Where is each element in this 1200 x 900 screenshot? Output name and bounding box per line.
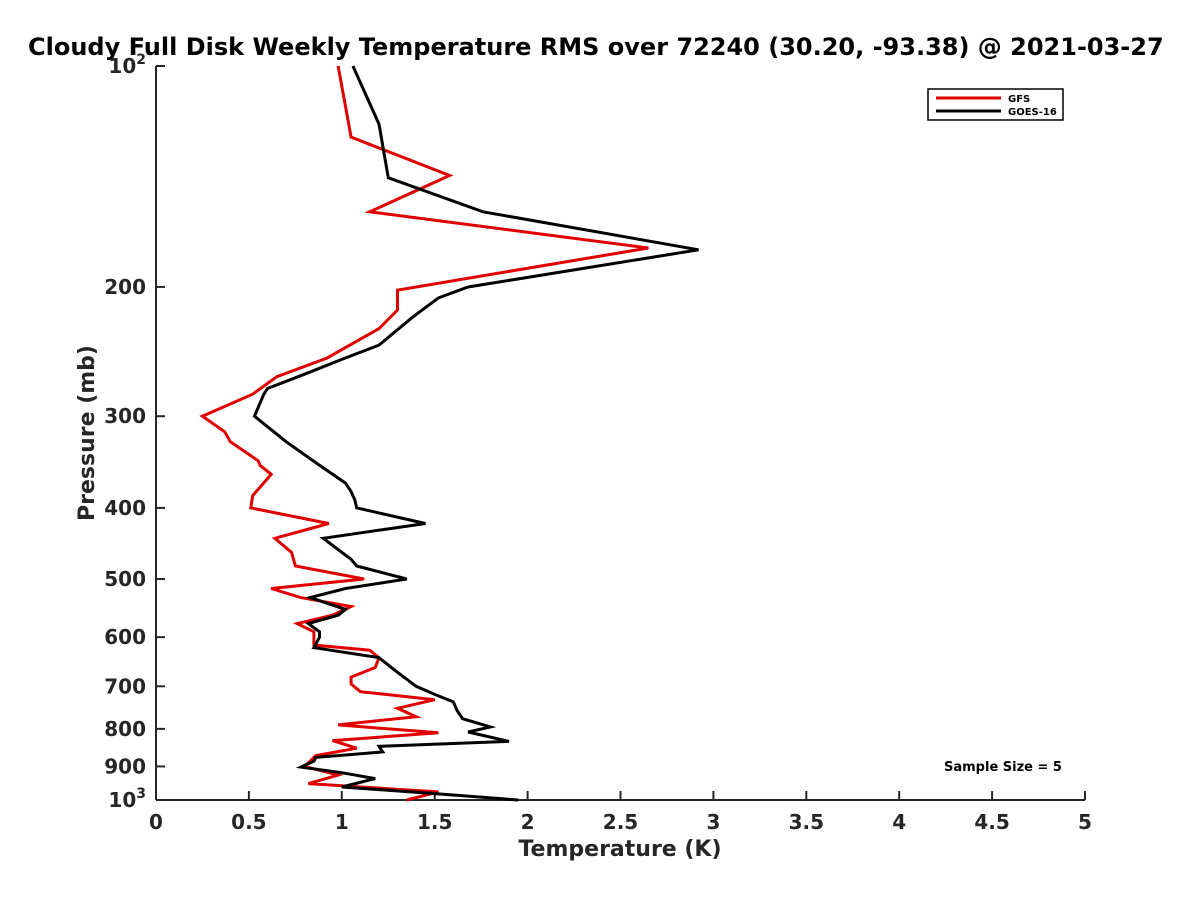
plot-background [156, 66, 1085, 800]
x-tick-label: 4 [892, 810, 906, 834]
x-tick-label: 0 [149, 810, 163, 834]
x-tick-label: 2 [521, 810, 535, 834]
y-tick-label: 600 [104, 625, 146, 649]
x-tick-label: 2.5 [603, 810, 638, 834]
x-tick-label: 3.5 [789, 810, 824, 834]
y-tick-label: 200 [104, 275, 146, 299]
x-axis-title: Temperature (K) [518, 837, 721, 862]
series-line-goes-16 [252, 65, 699, 802]
y-tick-label: 700 [104, 674, 146, 698]
series-layer [199, 65, 699, 802]
legend: GFS GOES-16 [927, 88, 1064, 121]
y-axis-ticks: 102 200 300 400 500 600 700 800 900 103 [104, 52, 165, 812]
y-tick-label: 300 [104, 404, 146, 428]
chart-title: Cloudy Full Disk Weekly Temperature RMS … [28, 33, 1164, 61]
plot-area [155, 66, 1085, 801]
x-tick-label: 4.5 [974, 810, 1009, 834]
y-tick-label: 500 [104, 567, 146, 591]
sample-size-annotation: Sample Size = 5 [944, 760, 1062, 775]
y-tick-label: 900 [104, 754, 146, 778]
x-axis-ticks: 0 0.5 1 1.5 2 2.5 3 3.5 4 4.5 5 [149, 791, 1092, 834]
x-tick-label: 0.5 [231, 810, 266, 834]
y-tick-label: 400 [104, 496, 146, 520]
y-tick-label: 102 [108, 52, 146, 78]
y-tick-label: 103 [108, 786, 146, 812]
legend-label: GFS [1008, 94, 1030, 105]
series-line-gfs [199, 65, 649, 802]
x-tick-label: 5 [1078, 810, 1092, 834]
x-tick-label: 3 [706, 810, 720, 834]
x-tick-label: 1.5 [417, 810, 452, 834]
legend-label: GOES-16 [1008, 107, 1057, 118]
y-axis-title: Pressure (mb) [75, 345, 100, 521]
x-tick-label: 1 [335, 810, 349, 834]
y-tick-label: 800 [104, 717, 146, 741]
legend-box [927, 88, 1064, 121]
